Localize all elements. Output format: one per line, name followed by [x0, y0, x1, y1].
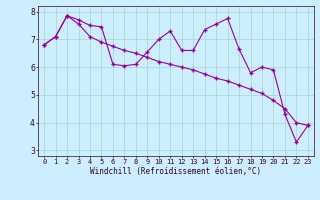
- X-axis label: Windchill (Refroidissement éolien,°C): Windchill (Refroidissement éolien,°C): [91, 167, 261, 176]
